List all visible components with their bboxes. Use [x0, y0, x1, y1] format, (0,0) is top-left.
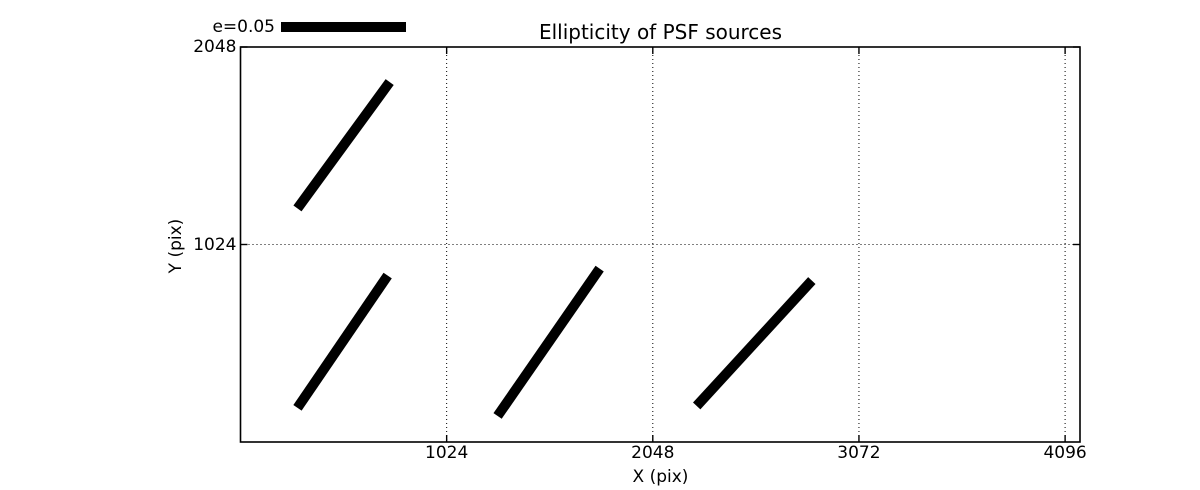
x-tick-label-1024: 1024 — [425, 443, 469, 463]
whisker-segment-2 — [293, 272, 392, 411]
legend-scale-bar — [281, 22, 406, 32]
x-tick-label-2048: 2048 — [631, 443, 675, 463]
x-tick-label-4096: 4096 — [1043, 443, 1087, 463]
x-axis-label: X (pix) — [632, 467, 689, 487]
legend-label: e=0.05 — [212, 17, 275, 37]
whisker-segment-3 — [493, 265, 604, 419]
x-tick-label-3072: 3072 — [837, 443, 881, 463]
legend: e=0.05 — [0, 17, 406, 37]
plot-title: Ellipticity of PSF sources — [538, 20, 783, 44]
whisker-segment-1 — [293, 79, 394, 212]
y-tick-label-1024: 1024 — [193, 234, 237, 255]
y-tick-label-2048: 2048 — [193, 37, 237, 57]
whisker-segment-4 — [693, 277, 816, 410]
